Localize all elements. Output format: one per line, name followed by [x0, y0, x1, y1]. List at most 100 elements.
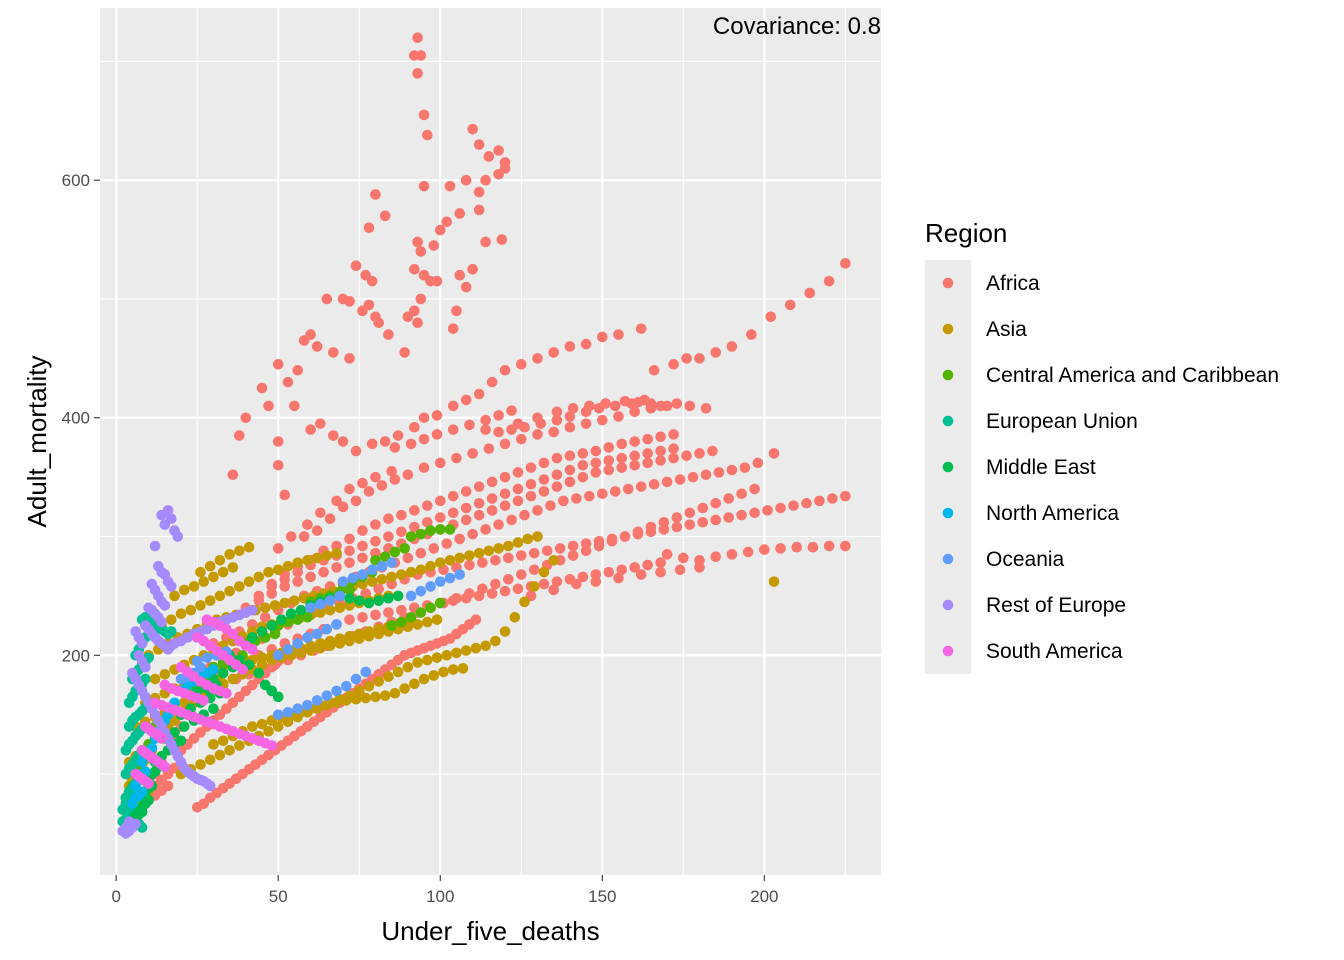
- data-point: [499, 585, 511, 597]
- data-point: [678, 552, 689, 564]
- data-point: [590, 445, 602, 457]
- data-point: [431, 652, 443, 663]
- data-point: [396, 569, 407, 580]
- data-point: [357, 540, 368, 552]
- data-point: [532, 353, 543, 364]
- data-point: [311, 552, 323, 564]
- data-point: [525, 490, 537, 502]
- data-point: [519, 596, 530, 608]
- data-point: [451, 305, 462, 317]
- data-point: [263, 400, 274, 412]
- data-point: [159, 519, 171, 530]
- data-point: [295, 604, 307, 616]
- data-point: [418, 433, 430, 445]
- data-point: [165, 626, 177, 637]
- data-point: [344, 584, 355, 596]
- legend-key: [942, 507, 954, 519]
- data-point: [418, 462, 430, 473]
- legend-label: Oceania: [986, 548, 1065, 571]
- data-point: [376, 573, 388, 585]
- data-point: [165, 581, 177, 592]
- data-point: [344, 592, 355, 604]
- data-point: [315, 642, 326, 654]
- data-point: [272, 649, 284, 661]
- data-point: [389, 687, 401, 699]
- data-point: [564, 421, 576, 433]
- data-point: [434, 524, 446, 535]
- x-axis-title: Under_five_deaths: [381, 916, 599, 946]
- data-point: [156, 616, 167, 628]
- data-point: [515, 550, 527, 561]
- data-point: [272, 691, 284, 703]
- data-point: [454, 533, 466, 545]
- data-point: [214, 749, 226, 761]
- data-point: [480, 640, 491, 652]
- data-point: [224, 744, 235, 756]
- data-point: [590, 467, 602, 478]
- data-point: [143, 778, 154, 789]
- data-point: [428, 240, 440, 251]
- data-point: [272, 359, 284, 370]
- data-point: [201, 652, 213, 663]
- data-point: [580, 418, 592, 429]
- data-point: [710, 514, 722, 526]
- data-point: [344, 690, 355, 701]
- data-point: [483, 545, 495, 557]
- data-point: [357, 569, 368, 580]
- data-point: [370, 189, 381, 200]
- data-point: [292, 566, 303, 578]
- data-point: [438, 666, 449, 678]
- data-point: [353, 685, 365, 697]
- data-point: [344, 614, 355, 625]
- data-point: [710, 551, 722, 563]
- data-point: [593, 402, 605, 414]
- data-point: [807, 541, 819, 553]
- data-point: [279, 597, 291, 609]
- data-point: [460, 394, 472, 406]
- data-point: [272, 459, 284, 471]
- data-point: [801, 497, 812, 509]
- data-point: [298, 531, 310, 542]
- data-point: [603, 464, 615, 476]
- data-point: [415, 564, 427, 576]
- data-point: [363, 222, 375, 234]
- data-point: [629, 459, 641, 471]
- data-point: [681, 450, 692, 462]
- data-point: [376, 560, 388, 572]
- data-point: [434, 597, 446, 609]
- data-point: [422, 616, 433, 628]
- data-point: [632, 526, 644, 538]
- data-point: [451, 452, 462, 464]
- data-point: [334, 638, 346, 649]
- data-point: [749, 483, 760, 495]
- legend-key: [942, 277, 954, 289]
- data-point: [629, 450, 641, 462]
- data-point: [645, 402, 657, 414]
- data-point: [386, 557, 397, 568]
- data-point: [412, 236, 423, 248]
- data-point: [473, 186, 485, 198]
- data-point: [441, 538, 453, 549]
- data-point: [447, 490, 459, 502]
- data-point: [247, 721, 258, 732]
- data-point: [204, 595, 216, 606]
- data-point: [567, 550, 579, 561]
- data-point: [486, 588, 498, 599]
- data-point: [405, 611, 417, 623]
- data-point: [366, 564, 378, 576]
- data-point: [499, 364, 511, 376]
- data-point: [357, 552, 368, 564]
- data-point: [331, 619, 342, 630]
- data-point: [178, 721, 190, 732]
- data-point: [736, 509, 747, 521]
- data-point: [768, 576, 780, 587]
- data-point: [227, 469, 239, 481]
- data-point: [292, 638, 303, 649]
- data-point: [227, 628, 239, 640]
- data-point: [357, 611, 368, 623]
- data-point: [619, 531, 631, 542]
- data-point: [503, 573, 514, 585]
- data-point: [409, 521, 420, 533]
- data-point: [473, 497, 485, 509]
- data-point: [473, 481, 485, 492]
